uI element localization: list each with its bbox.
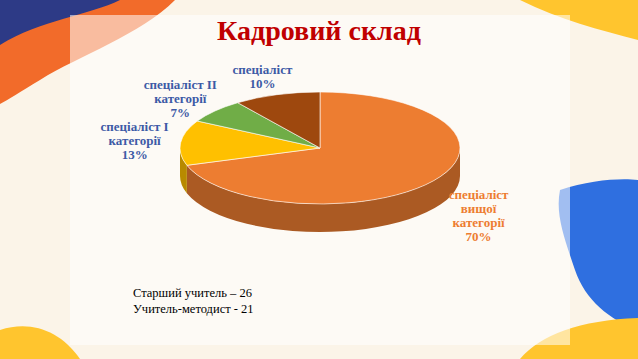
slide: Кадровий складспеціаліствищоїкатегорії70… <box>0 0 638 359</box>
value-label: 13% <box>122 147 148 162</box>
category-line: категорії <box>109 133 162 148</box>
category-line: спеціаліст І <box>101 119 169 134</box>
category-label: спеціаліст ІІкатегорії <box>144 77 217 106</box>
category-line: спеціаліст <box>449 187 509 202</box>
annotation: Старший учитель – 26 <box>133 286 252 300</box>
decor-blue <box>559 179 638 330</box>
category-line: спеціаліст ІІ <box>144 77 217 92</box>
background <box>0 0 638 359</box>
slice-label: спеціаліствищоїкатегорії70% <box>449 187 509 244</box>
value-label: 7% <box>171 105 191 120</box>
category-label: спеціаліст Ікатегорії <box>101 119 169 148</box>
category-line: категорії <box>452 215 505 230</box>
category-line: спеціаліст <box>233 62 293 77</box>
category-line: категорії <box>154 91 207 106</box>
value-label: 70% <box>466 229 492 244</box>
category-line: вищої <box>461 201 497 216</box>
category-label: спеціаліствищоїкатегорії <box>449 187 509 230</box>
title: Кадровий склад <box>217 15 421 46</box>
slice-label: спеціаліст Ікатегорії13% <box>101 119 169 162</box>
pie-slice <box>187 92 460 232</box>
category-label: спеціаліст <box>233 62 293 77</box>
slice-label: спеціаліст10% <box>233 62 293 91</box>
content-panel <box>70 15 570 345</box>
pie-slice <box>238 92 320 148</box>
decor-yellow-bottom <box>0 326 80 359</box>
slice-top <box>238 92 320 148</box>
value-label: 10% <box>249 76 275 91</box>
annotation: Учитель-методист - 21 <box>133 302 254 316</box>
slice-label: спеціаліст ІІкатегорії7% <box>144 77 217 120</box>
